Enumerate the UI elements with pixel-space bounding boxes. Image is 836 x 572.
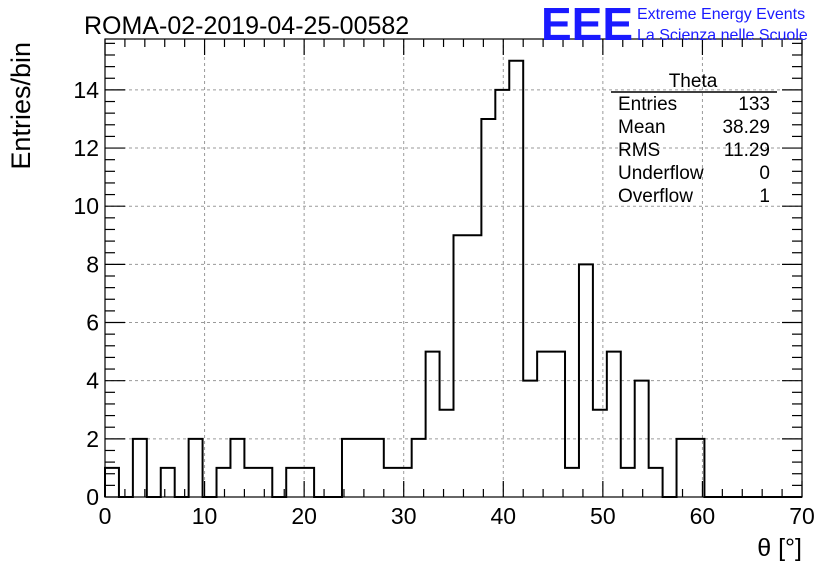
y-tick-label: 10 [73, 193, 99, 219]
logo-text: EEE [541, 0, 633, 50]
stats-label-entries: Entries [618, 94, 677, 115]
plot-frame [104, 38, 803, 498]
y-tick-label: 0 [86, 484, 99, 510]
stats-label-mean: Mean [618, 117, 666, 138]
y-axis-label: Entries/bin [6, 42, 36, 170]
x-tick-label: 50 [590, 503, 616, 529]
axis-ticks [104, 39, 803, 498]
x-tick-label: 30 [391, 503, 417, 529]
y-tick-labels: 0 2 4 6 8 10 12 14 [73, 77, 99, 510]
x-tick-label: 0 [99, 503, 112, 529]
x-tick-label: 40 [490, 503, 516, 529]
x-tick-labels: 0 10 20 30 40 50 60 70 [99, 503, 815, 529]
x-tick-label: 20 [291, 503, 317, 529]
chart-title: ROMA-02-2019-04-25-00582 [84, 12, 409, 40]
stats-value-rms: 11.29 [724, 140, 770, 161]
stats-title: Theta [669, 71, 718, 92]
y-tick-label: 14 [73, 77, 99, 103]
stats-value-mean: 38.29 [722, 117, 770, 138]
y-tick-label: 8 [86, 251, 99, 277]
stats-value-underflow: 0 [759, 163, 770, 184]
x-tick-label: 10 [192, 503, 218, 529]
y-tick-label: 12 [73, 135, 99, 161]
stats-label-underflow: Underflow [618, 163, 704, 184]
stats-box: Theta Entries 133 Mean 38.29 RMS 11.29 U… [611, 71, 777, 207]
y-tick-label: 4 [86, 368, 99, 394]
y-tick-label: 6 [86, 310, 99, 336]
stats-value-overflow: 1 [759, 186, 770, 207]
x-axis-label: θ [°] [757, 534, 802, 562]
logo-line-2: La Scienza nelle Scuole [637, 27, 808, 44]
x-tick-label: 70 [789, 503, 815, 529]
stats-value-entries: 133 [738, 94, 770, 115]
stats-label-overflow: Overflow [618, 186, 693, 207]
stats-label-rms: RMS [618, 140, 660, 161]
logo-line-1: Extreme Energy Events [637, 6, 805, 23]
y-tick-label: 2 [86, 426, 99, 452]
histogram-series [104, 59, 802, 498]
x-tick-label: 60 [690, 503, 716, 529]
